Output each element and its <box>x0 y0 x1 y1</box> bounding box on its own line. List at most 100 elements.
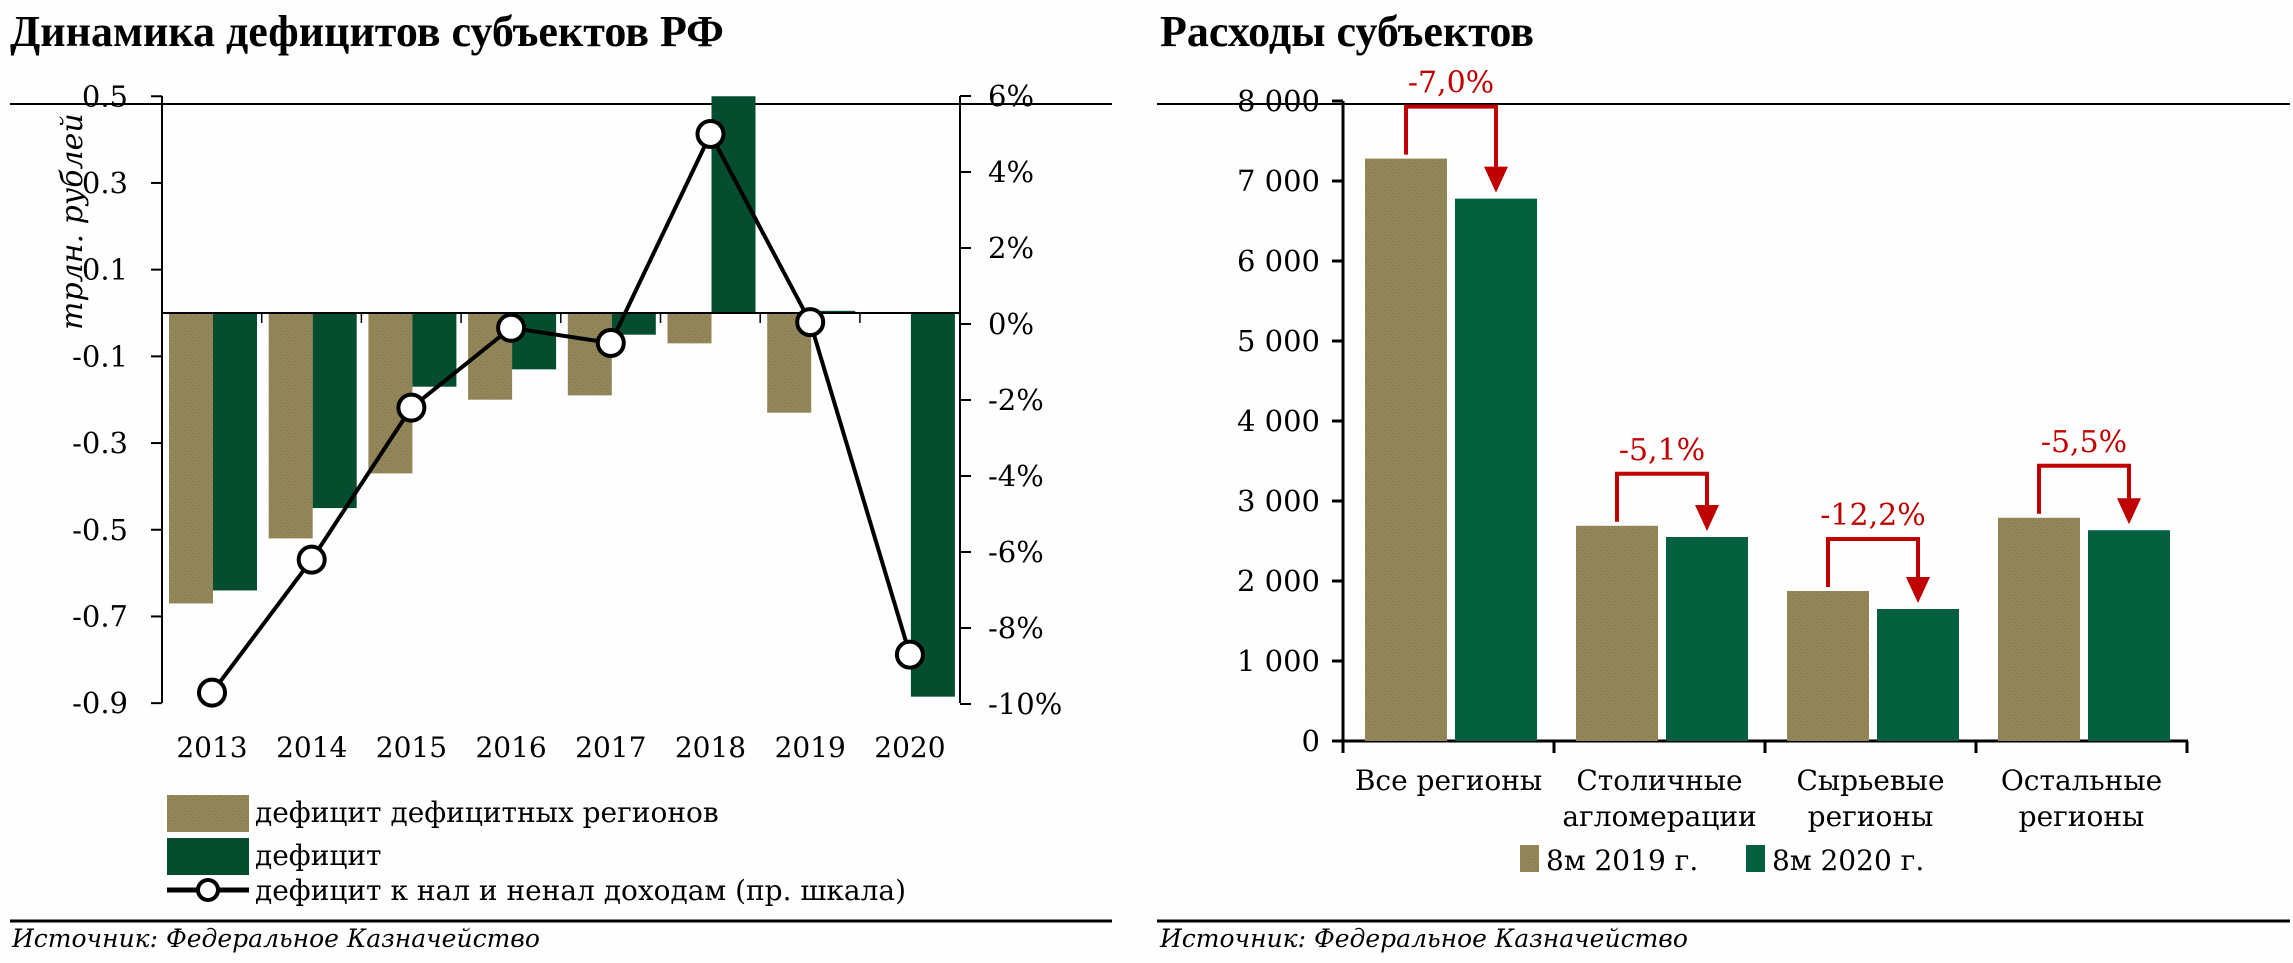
right-x-axis-labels: Все регионы СтоличныеагломерацииСырьевыер… <box>1355 764 2162 833</box>
down-arrow-icon <box>2117 498 2141 525</box>
bar-2019 <box>1365 158 1447 742</box>
source-note: Источник: Федеральное Казначейство <box>1159 924 1688 953</box>
ratio-marker-icon <box>894 639 925 670</box>
y-tick-label: 3 000 <box>1237 484 1320 518</box>
down-arrow-icon <box>1906 577 1930 603</box>
y-axis-label: трлн. рублей <box>55 113 90 330</box>
y-tick-label: 6 000 <box>1237 244 1320 278</box>
y-tick-label: -0.7 <box>72 599 128 633</box>
left-x-axis-labels: 2013 2014 2015 2016 2017 2018 2019 2020 <box>176 731 945 764</box>
y-tick-label: 1 000 <box>1237 644 1320 678</box>
y2-tick-label: 6% <box>988 79 1034 113</box>
ratio-marker-icon <box>197 677 227 708</box>
right-bars <box>1341 158 2189 753</box>
bar-deficit-regions <box>667 313 712 344</box>
x-tick-label: 2019 <box>775 731 846 764</box>
y-tick-label: 7 000 <box>1237 164 1320 198</box>
y2-tick-label: 4% <box>988 155 1034 189</box>
legend-label: дефицит <box>255 839 382 872</box>
change-bracket <box>1615 471 1709 522</box>
x-tick-label: 2020 <box>874 731 945 764</box>
y-tick-label: 2 000 <box>1237 564 1320 598</box>
bar-deficit <box>412 313 457 387</box>
down-arrow-icon <box>1695 505 1719 531</box>
y-tick-label: 0.1 <box>82 253 128 287</box>
y2-tick-label: -10% <box>988 687 1062 721</box>
x-tick-label: 2013 <box>176 731 247 764</box>
y-tick-label: -0.3 <box>72 426 128 460</box>
y2-tick-label: 2% <box>988 231 1034 265</box>
y-tick-label: -0.1 <box>72 339 128 373</box>
y-tick-label: -0.9 <box>72 686 128 720</box>
bar-deficit <box>213 313 257 591</box>
legend-swatch-tan <box>1520 845 1539 872</box>
bar-deficit-regions <box>268 313 313 539</box>
change-annotations: -7,0% -5,1% -12,2% -5,5% <box>1404 66 2141 603</box>
y-tick-label: 0.5 <box>82 79 128 113</box>
legend-label: 8м 2019 г. <box>1546 844 1698 877</box>
change-label: -5,1% <box>1619 433 1705 468</box>
bar-2019 <box>1787 591 1869 741</box>
x-tick-label: 2014 <box>276 731 347 764</box>
ratio-marker-icon <box>795 307 826 338</box>
left-y-axis: 0.5 0.3 0.1 -0.1 -0.3 -0.5 -0.7 -0.9 <box>72 79 163 720</box>
left-panel: Динамика дефицитов субъектов РФ трлн. ру… <box>10 7 1112 953</box>
left-chart-title: Динамика дефицитов субъектов РФ <box>10 7 724 56</box>
ratio-marker-icon <box>296 544 327 575</box>
x-tick-label: 2016 <box>475 731 546 764</box>
x-tick-label: Сырьевые <box>1796 764 1944 797</box>
source-note: Источник: Федеральное Казначейство <box>11 924 540 953</box>
x-tick-label: Остальные <box>2001 764 2162 797</box>
bar-2020 <box>2088 530 2170 741</box>
bar-deficit-regions <box>368 313 413 474</box>
legend-swatch-green <box>167 838 249 875</box>
left-bars <box>162 96 960 697</box>
bar-2019 <box>1998 517 2080 741</box>
bar-deficit <box>312 313 357 509</box>
legend-swatch-tan <box>167 795 249 832</box>
x-tick-label: Все регионы <box>1355 764 1542 797</box>
change-bracket <box>2037 463 2131 514</box>
x-tick-label: агломерации <box>1562 800 1756 833</box>
right-y-axis: 6% 4% 2% 0% -2% -4% -6% -8% -10% <box>959 79 1062 721</box>
y-tick-label: -0.5 <box>72 513 128 547</box>
ratio-line <box>197 119 925 708</box>
right-legend: 8м 2019 г. 8м 2020 г. <box>1520 844 1924 877</box>
bar-deficit-regions <box>169 313 213 604</box>
x-tick-label: 2018 <box>675 731 746 764</box>
y2-tick-label: -8% <box>988 611 1044 645</box>
y-tick-label: 4 000 <box>1237 404 1320 438</box>
y-tick-label: 0 <box>1302 724 1320 758</box>
y2-tick-label: -6% <box>988 535 1044 569</box>
bar-deficit <box>811 310 856 313</box>
y-tick-label: 8 000 <box>1237 84 1320 118</box>
x-tick-label: 2017 <box>575 731 646 764</box>
ratio-line-path <box>210 129 912 694</box>
x-tick-label: 2015 <box>376 731 447 764</box>
legend-swatch-green <box>1746 845 1765 872</box>
x-tick-label: регионы <box>1808 800 1934 833</box>
change-label: -5,5% <box>2041 425 2127 460</box>
bar-2020 <box>1666 537 1748 741</box>
x-tick-label: регионы <box>2019 800 2145 833</box>
ratio-marker-icon <box>496 312 527 343</box>
bar-2019 <box>1576 525 1658 741</box>
left-legend: дефицит дефицитных регионов дефицит дефи… <box>167 795 906 907</box>
y2-tick-label: -2% <box>988 383 1044 417</box>
y2-tick-label: 0% <box>988 307 1034 341</box>
legend-label: 8м 2020 г. <box>1772 844 1924 877</box>
change-label: -12,2% <box>1820 498 1925 533</box>
x-tick-label: Столичные <box>1576 764 1742 797</box>
ratio-marker-icon <box>595 328 626 358</box>
change-bracket <box>1404 104 1498 173</box>
change-bracket <box>1826 537 1920 587</box>
down-arrow-icon <box>1484 166 1508 193</box>
right-panel: Расходы субъектов 8 000 7 000 6 000 5 000 4 … <box>1157 7 2290 953</box>
y2-tick-label: -4% <box>988 459 1044 493</box>
legend-marker-icon <box>196 878 220 902</box>
ratio-marker-icon <box>695 119 726 149</box>
bar-deficit <box>910 313 955 697</box>
ratio-marker-icon <box>396 392 427 423</box>
legend-label: дефицит дефицитных регионов <box>255 796 719 829</box>
